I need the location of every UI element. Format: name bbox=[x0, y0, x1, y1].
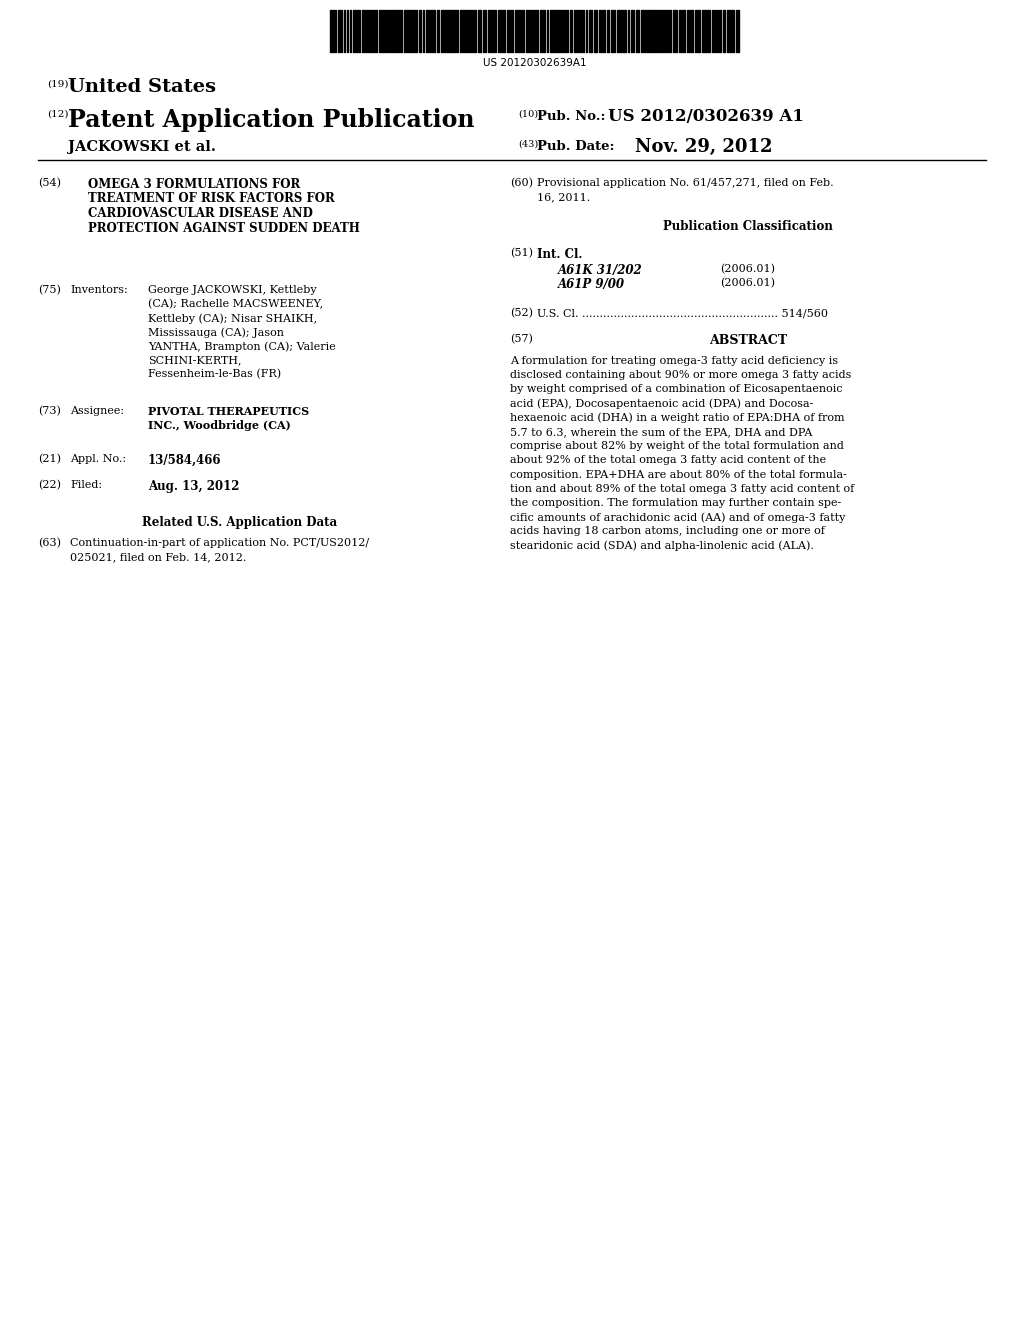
Text: PIVOTAL THERAPEUTICS: PIVOTAL THERAPEUTICS bbox=[148, 407, 309, 417]
Text: (60): (60) bbox=[510, 178, 534, 189]
Text: JACKOWSKI et al.: JACKOWSKI et al. bbox=[68, 140, 216, 154]
Text: (19): (19) bbox=[47, 81, 69, 88]
Text: TREATMENT OF RISK FACTORS FOR: TREATMENT OF RISK FACTORS FOR bbox=[88, 193, 335, 206]
Text: hexaenoic acid (DHA) in a weight ratio of EPA:DHA of from: hexaenoic acid (DHA) in a weight ratio o… bbox=[510, 413, 845, 424]
Text: ABSTRACT: ABSTRACT bbox=[709, 334, 787, 347]
Text: (22): (22) bbox=[38, 480, 61, 490]
Text: composition. EPA+DHA are about 80% of the total formula-: composition. EPA+DHA are about 80% of th… bbox=[510, 470, 847, 479]
Text: (CA); Rachelle MACSWEENEY,: (CA); Rachelle MACSWEENEY, bbox=[148, 300, 324, 309]
Text: United States: United States bbox=[68, 78, 216, 96]
Text: INC., Woodbridge (CA): INC., Woodbridge (CA) bbox=[148, 420, 291, 432]
Text: SCHINI-KERTH,: SCHINI-KERTH, bbox=[148, 355, 242, 366]
Text: the composition. The formulation may further contain spe-: the composition. The formulation may fur… bbox=[510, 498, 842, 508]
Text: U.S. Cl. ........................................................ 514/560: U.S. Cl. ...............................… bbox=[537, 308, 828, 318]
Text: Nov. 29, 2012: Nov. 29, 2012 bbox=[635, 139, 772, 156]
Text: YANTHA, Brampton (CA); Valerie: YANTHA, Brampton (CA); Valerie bbox=[148, 341, 336, 351]
Text: CARDIOVASCULAR DISEASE AND: CARDIOVASCULAR DISEASE AND bbox=[88, 207, 313, 220]
Text: Inventors:: Inventors: bbox=[70, 285, 128, 294]
Text: Int. Cl.: Int. Cl. bbox=[537, 248, 583, 261]
Text: stearidonic acid (SDA) and alpha-linolenic acid (ALA).: stearidonic acid (SDA) and alpha-linolen… bbox=[510, 541, 814, 552]
Text: Continuation-in-part of application No. PCT/US2012/: Continuation-in-part of application No. … bbox=[70, 539, 369, 548]
Text: (10): (10) bbox=[518, 110, 539, 119]
Text: PROTECTION AGAINST SUDDEN DEATH: PROTECTION AGAINST SUDDEN DEATH bbox=[88, 222, 359, 235]
Text: Fessenheim-le-Bas (FR): Fessenheim-le-Bas (FR) bbox=[148, 370, 282, 379]
Text: disclosed containing about 90% or more omega 3 fatty acids: disclosed containing about 90% or more o… bbox=[510, 370, 851, 380]
Text: (52): (52) bbox=[510, 308, 534, 318]
Text: (51): (51) bbox=[510, 248, 534, 259]
Text: A formulation for treating omega-3 fatty acid deficiency is: A formulation for treating omega-3 fatty… bbox=[510, 356, 838, 366]
Text: (57): (57) bbox=[510, 334, 532, 345]
Text: 16, 2011.: 16, 2011. bbox=[537, 191, 590, 202]
Text: tion and about 89% of the total omega 3 fatty acid content of: tion and about 89% of the total omega 3 … bbox=[510, 484, 854, 494]
Text: (2006.01): (2006.01) bbox=[720, 279, 775, 288]
Text: (21): (21) bbox=[38, 454, 61, 465]
Text: Appl. No.:: Appl. No.: bbox=[70, 454, 126, 465]
Text: Publication Classification: Publication Classification bbox=[664, 220, 833, 234]
Text: acid (EPA), Docosapentaenoic acid (DPA) and Docosa-: acid (EPA), Docosapentaenoic acid (DPA) … bbox=[510, 399, 813, 409]
Text: (54): (54) bbox=[38, 178, 61, 189]
Text: (63): (63) bbox=[38, 539, 61, 548]
Text: Related U.S. Application Data: Related U.S. Application Data bbox=[142, 516, 338, 529]
Text: (75): (75) bbox=[38, 285, 60, 296]
Text: acids having 18 carbon atoms, including one or more of: acids having 18 carbon atoms, including … bbox=[510, 527, 825, 536]
Text: comprise about 82% by weight of the total formulation and: comprise about 82% by weight of the tota… bbox=[510, 441, 844, 451]
Text: Mississauga (CA); Jason: Mississauga (CA); Jason bbox=[148, 327, 284, 338]
Text: about 92% of the total omega 3 fatty acid content of the: about 92% of the total omega 3 fatty aci… bbox=[510, 455, 826, 466]
Text: US 20120302639A1: US 20120302639A1 bbox=[483, 58, 587, 69]
Text: Provisional application No. 61/457,271, filed on Feb.: Provisional application No. 61/457,271, … bbox=[537, 178, 834, 187]
Text: (43): (43) bbox=[518, 140, 539, 149]
Text: A61K 31/202: A61K 31/202 bbox=[558, 264, 643, 277]
Text: US 2012/0302639 A1: US 2012/0302639 A1 bbox=[608, 108, 804, 125]
Text: Assignee:: Assignee: bbox=[70, 407, 124, 416]
Text: cific amounts of arachidonic acid (AA) and of omega-3 fatty: cific amounts of arachidonic acid (AA) a… bbox=[510, 512, 846, 523]
Text: by weight comprised of a combination of Eicosapentaenoic: by weight comprised of a combination of … bbox=[510, 384, 843, 395]
Text: Aug. 13, 2012: Aug. 13, 2012 bbox=[148, 480, 240, 492]
Text: OMEGA 3 FORMULATIONS FOR: OMEGA 3 FORMULATIONS FOR bbox=[88, 178, 300, 191]
Text: 5.7 to 6.3, wherein the sum of the EPA, DHA and DPA: 5.7 to 6.3, wherein the sum of the EPA, … bbox=[510, 426, 812, 437]
Text: (2006.01): (2006.01) bbox=[720, 264, 775, 275]
Text: Pub. No.:: Pub. No.: bbox=[537, 110, 605, 123]
Text: Patent Application Publication: Patent Application Publication bbox=[68, 108, 474, 132]
Text: Filed:: Filed: bbox=[70, 480, 102, 490]
Text: 13/584,466: 13/584,466 bbox=[148, 454, 221, 467]
Text: George JACKOWSKI, Kettleby: George JACKOWSKI, Kettleby bbox=[148, 285, 316, 294]
Text: 025021, filed on Feb. 14, 2012.: 025021, filed on Feb. 14, 2012. bbox=[70, 552, 247, 562]
Text: (12): (12) bbox=[47, 110, 69, 119]
Text: A61P 9/00: A61P 9/00 bbox=[558, 279, 625, 290]
Text: Pub. Date:: Pub. Date: bbox=[537, 140, 614, 153]
Text: Kettleby (CA); Nisar SHAIKH,: Kettleby (CA); Nisar SHAIKH, bbox=[148, 313, 317, 323]
Text: (73): (73) bbox=[38, 407, 60, 416]
